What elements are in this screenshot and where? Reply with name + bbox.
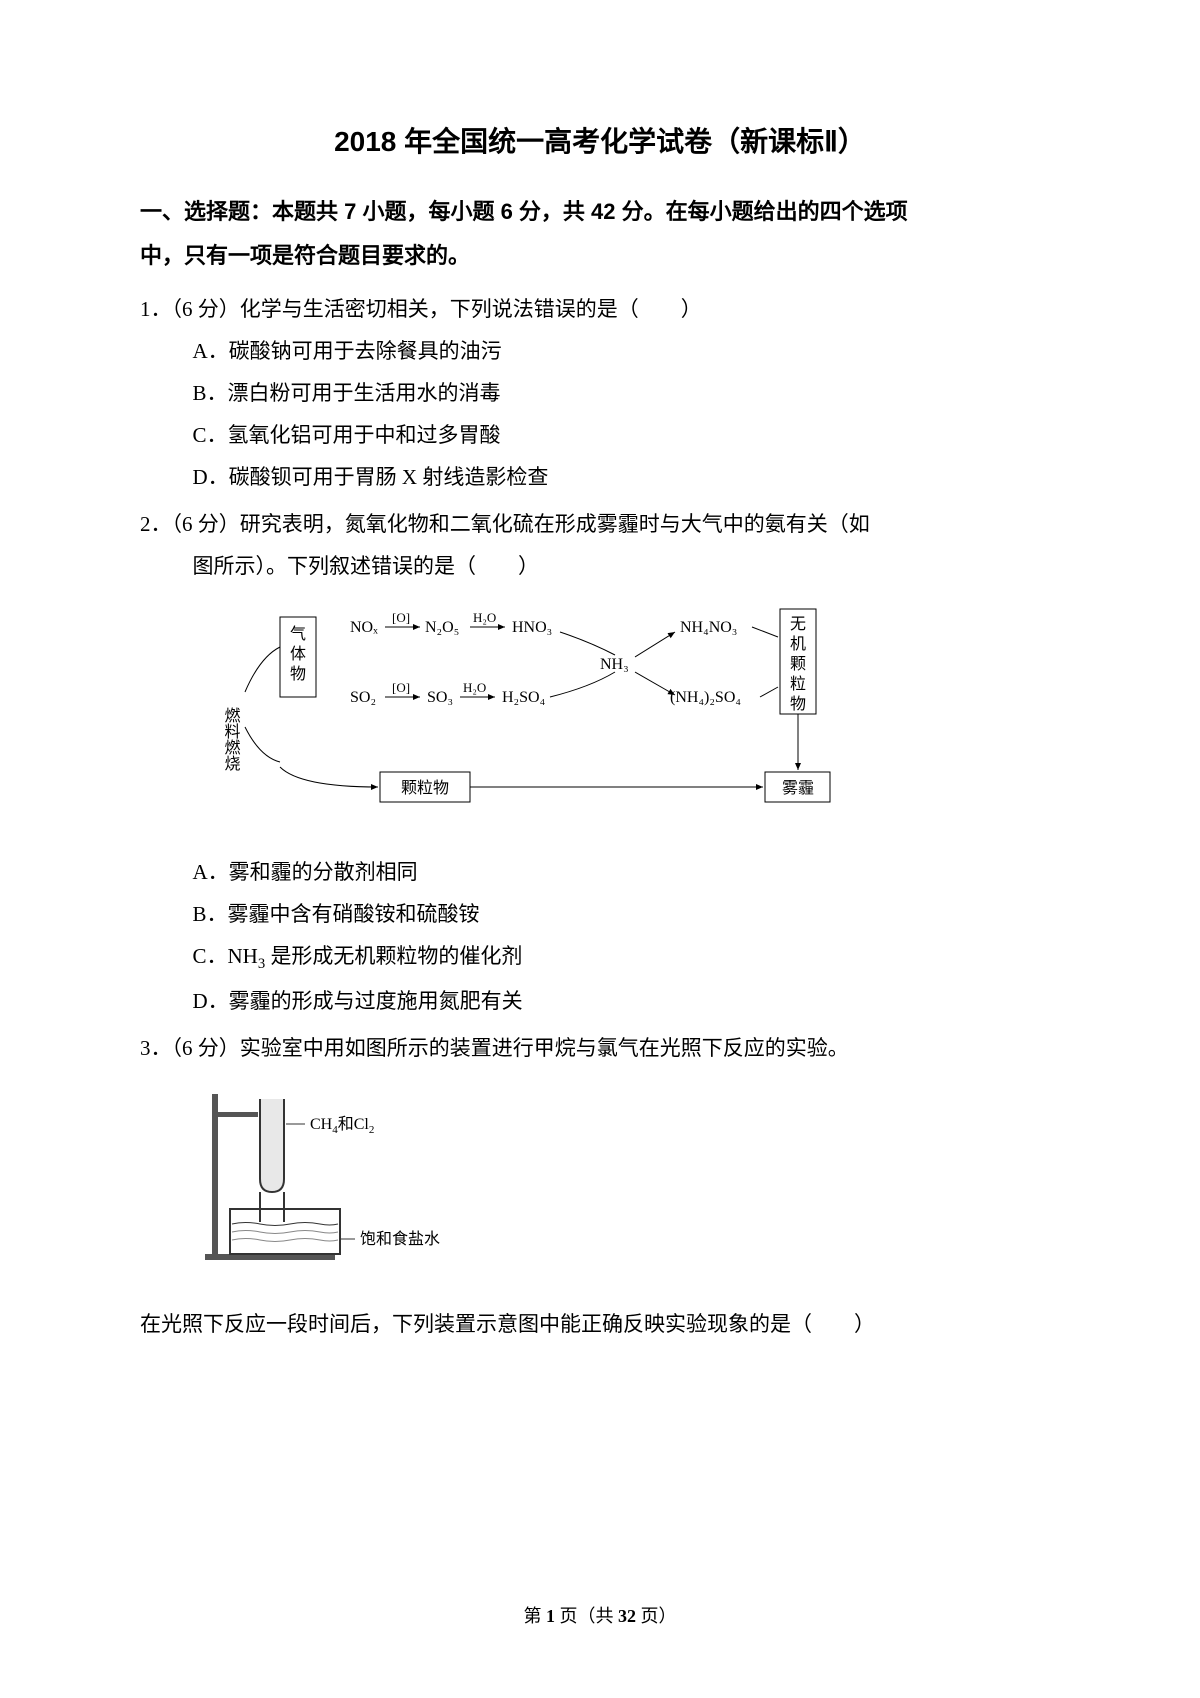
d1-h2so4: H₂SO₄ bbox=[502, 689, 546, 706]
q2-option-c: C．NH3 是形成无机颗粒物的催化剂 bbox=[140, 935, 1060, 980]
d1-wj2: 机 bbox=[790, 635, 806, 653]
d1-h2o1: H₂O bbox=[473, 610, 496, 625]
page-footer: 第 1 页（共 32 页） bbox=[0, 1602, 1200, 1628]
question-3: 3．（6 分）实验室中用如图所示的装置进行甲烷与氯气在光照下反应的实验。 CH4… bbox=[140, 1027, 1060, 1345]
d1-curve2 bbox=[550, 672, 615, 697]
d1-keli: 颗粒物 bbox=[401, 779, 449, 797]
footer-pre: 第 bbox=[524, 1606, 547, 1626]
d1-arrow1a bbox=[245, 647, 280, 692]
d2-label-top: CH4和Cl2 bbox=[310, 1115, 374, 1136]
d1-h2o2: H₂O bbox=[463, 680, 486, 695]
d2-label-bottom: 饱和食盐水 bbox=[360, 1230, 440, 1248]
d1-wj5: 物 bbox=[790, 695, 806, 713]
d1-nh4no3: NH₄NO₃ bbox=[680, 619, 737, 636]
d1-nox: NOₓ bbox=[350, 619, 378, 636]
d1-so2: SO₂ bbox=[350, 689, 376, 706]
d1-wu: 物 bbox=[290, 665, 306, 683]
q2-option-d: D．雾霾的形成与过度施用氮肥有关 bbox=[140, 980, 1060, 1022]
haze-svg: 燃料燃烧 气 体 物 NOₓ [O] N₂O₅ H₂O HNO₃ SO₂ [O]… bbox=[220, 597, 875, 827]
q1-option-b: B．漂白粉可用于生活用水的消毒 bbox=[140, 372, 1060, 414]
d2-tube-in-water bbox=[260, 1192, 284, 1222]
d2-rod bbox=[212, 1094, 218, 1259]
d1-ti: 体 bbox=[290, 645, 306, 663]
d1-to-wuji1 bbox=[752, 627, 778, 637]
q2-stem2: 图所示）。下列叙述错误的是（ ） bbox=[140, 545, 1060, 587]
q2c-pre: C．NH bbox=[193, 944, 258, 968]
d1-nh3-dn bbox=[635, 672, 675, 695]
q2-option-b: B．雾霾中含有硝酸铵和硫酸铵 bbox=[140, 893, 1060, 935]
d1-wj3: 颗 bbox=[790, 655, 806, 673]
d1-to-keli bbox=[280, 767, 378, 787]
question-1: 1．（6 分）化学与生活密切相关，下列说法错误的是（ ） A．碳酸钠可用于去除餐… bbox=[140, 288, 1060, 498]
section-line2: 中，只有一项是符合题目要求的。 bbox=[184, 234, 1060, 278]
d1-o1: [O] bbox=[392, 610, 410, 625]
q1-stem: 1．（6 分）化学与生活密切相关，下列说法错误的是（ ） bbox=[140, 288, 1060, 330]
d1-arrow1b bbox=[245, 727, 280, 762]
q3-post: 在光照下反应一段时间后，下列装置示意图中能正确反映实验现象的是（ ） bbox=[140, 1303, 1060, 1345]
d1-qi: 气 bbox=[290, 625, 306, 643]
d1-wumai: 雾霾 bbox=[782, 779, 814, 797]
d1-fuel: 燃料燃烧 bbox=[222, 707, 241, 772]
apparatus-svg: CH4和Cl2 饱和食盐水 bbox=[200, 1084, 460, 1274]
page-title: 2018 年全国统一高考化学试卷（新课标Ⅱ） bbox=[140, 120, 1060, 160]
d1-n2o5: N₂O₅ bbox=[425, 619, 459, 636]
d1-nh3: NH₃ bbox=[600, 656, 629, 673]
question-2: 2．（6 分）研究表明，氮氧化物和二氧化硫在形成雾霾时与大气中的氨有关（如 图所… bbox=[140, 503, 1060, 1022]
section-line1: 一、选择题：本题共 7 小题，每小题 6 分，共 42 分。在每小题给出的四个选… bbox=[140, 199, 908, 224]
d2-water1 bbox=[232, 1222, 338, 1225]
q2-stem1: 2．（6 分）研究表明，氮氧化物和二氧化硫在形成雾霾时与大气中的氨有关（如 bbox=[140, 503, 1060, 545]
q3-stem: 3．（6 分）实验室中用如图所示的装置进行甲烷与氯气在光照下反应的实验。 bbox=[140, 1027, 1060, 1069]
q2c-post: 是形成无机颗粒物的催化剂 bbox=[265, 944, 522, 968]
q1-option-d: D．碳酸钡可用于胃肠 X 射线造影检查 bbox=[140, 456, 1060, 498]
d2-water3 bbox=[232, 1238, 338, 1241]
q2-option-a: A．雾和霾的分散剂相同 bbox=[140, 851, 1060, 893]
d1-nh42so4: (NH₄)₂SO₄ bbox=[670, 689, 741, 706]
d1-hno3: HNO₃ bbox=[512, 619, 552, 636]
footer-total: 32 bbox=[618, 1606, 636, 1626]
footer-post: 页） bbox=[636, 1606, 677, 1626]
d1-so3: SO₃ bbox=[427, 689, 453, 706]
d1-to-wuji2 bbox=[760, 687, 778, 697]
q1-option-c: C．氢氧化铝可用于中和过多胃酸 bbox=[140, 414, 1060, 456]
footer-mid: 页（共 bbox=[555, 1606, 618, 1626]
d2-water2 bbox=[232, 1230, 338, 1233]
apparatus-diagram: CH4和Cl2 饱和食盐水 bbox=[200, 1084, 1060, 1288]
section-header: 一、选择题：本题共 7 小题，每小题 6 分，共 42 分。在每小题给出的四个选… bbox=[140, 190, 1060, 278]
d1-wj1: 无 bbox=[790, 616, 806, 633]
d2-tube bbox=[260, 1099, 284, 1192]
haze-diagram: 燃料燃烧 气 体 物 NOₓ [O] N₂O₅ H₂O HNO₃ SO₂ [O]… bbox=[220, 597, 1060, 841]
d2-clamp bbox=[218, 1112, 258, 1117]
d1-wj4: 粒 bbox=[790, 675, 806, 693]
d1-curve1 bbox=[560, 632, 615, 655]
footer-page: 1 bbox=[546, 1606, 555, 1626]
d1-nh3-up bbox=[635, 632, 675, 657]
q1-option-a: A．碳酸钠可用于去除餐具的油污 bbox=[140, 330, 1060, 372]
d1-o2: [O] bbox=[392, 680, 410, 695]
